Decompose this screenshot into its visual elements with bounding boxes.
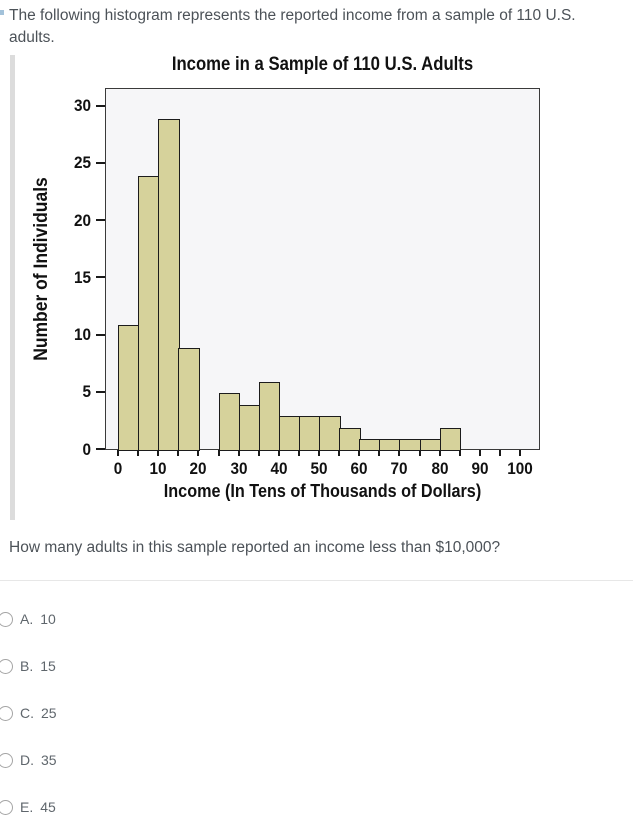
x-axis-tick [177,450,180,457]
histogram-bar [419,439,442,451]
x-axis-tick-label: 30 [230,459,248,478]
x-axis-tick [277,450,280,457]
x-axis-tick [338,450,341,457]
y-axis-tick [96,104,105,107]
option-value: 25 [41,705,57,721]
y-axis-tick [96,276,105,279]
x-axis-tick [197,450,200,457]
x-axis-tick [237,450,240,457]
x-axis-tick [297,450,300,457]
x-axis-tick [438,450,441,457]
histogram-bar [379,439,401,451]
prompt-text: The following histogram represents the r… [9,7,576,46]
x-axis-tick [217,450,220,457]
x-axis-tick [478,450,481,457]
chart-title: Income in a Sample of 110 U.S. Adults [171,54,474,75]
x-axis-tick [519,450,521,457]
histogram-bar [258,381,281,451]
x-axis-tick [418,450,421,457]
x-axis-tick-label: 100 [507,459,533,478]
radio-button[interactable] [0,799,13,815]
radio-button[interactable] [0,705,13,721]
y-axis-tick-label: 25 [73,153,91,173]
x-axis-tick-label: 80 [431,459,449,478]
answer-option-b[interactable]: B. 15 [0,656,56,676]
histogram-bar [218,393,241,451]
x-axis-tick-label: 20 [189,459,207,478]
x-axis-tick-label: 0 [113,459,123,478]
option-letter: B. [20,658,34,674]
x-axis-tick [157,450,160,457]
x-axis-tick-label: 70 [390,459,408,478]
option-letter: C. [20,705,34,721]
section-divider [0,580,633,581]
x-axis-tick [358,450,361,457]
y-axis-tick-label: 10 [73,325,91,344]
x-axis-tick [137,450,140,457]
y-axis-tick [96,390,105,393]
histogram-bar [298,416,321,451]
histogram-bar [238,404,261,451]
y-axis-tick [96,333,105,336]
option-value: 45 [40,799,56,815]
y-axis-tick [96,219,105,221]
histogram-bar [339,427,361,451]
option-value: 15 [40,658,56,674]
option-letter: A. [20,611,34,627]
histogram-bar [439,427,462,451]
x-axis-tick [498,450,501,457]
left-content-bar [10,55,15,520]
y-axis-tick-label: 0 [82,439,91,459]
histogram-bar [319,416,341,451]
y-axis-title: Number of Individuals [31,177,52,361]
answer-option-a[interactable]: A. 10 [0,609,56,629]
x-axis-tick [318,450,320,457]
x-axis-tick-label: 10 [149,459,167,478]
y-axis-tick-label: 30 [73,96,91,115]
x-axis-tick [398,450,401,457]
histogram-bar [399,439,422,451]
histogram-bar [118,324,140,451]
x-axis-tick [378,450,381,457]
x-axis-tick-label: 40 [270,459,288,478]
y-axis-tick [96,448,105,450]
y-axis-tick-label: 20 [73,210,91,230]
x-axis-tick-label: 90 [471,459,489,478]
x-axis-tick [458,450,461,457]
histogram-bar [158,118,180,451]
option-value: 10 [40,611,56,627]
answer-option-d[interactable]: D. 35 [0,750,57,770]
histogram-bar [359,439,381,451]
radio-button[interactable] [0,752,13,768]
question-text: How many adults in this sample reported … [9,539,501,556]
answer-option-e[interactable]: E. 45 [0,797,56,817]
radio-button[interactable] [0,658,13,674]
radio-button[interactable] [0,611,13,627]
x-axis-tick-label: 60 [350,459,368,478]
x-axis-tick [257,450,260,457]
option-value: 35 [41,752,57,768]
left-edge-marker [0,10,4,15]
y-axis-tick-label: 15 [73,267,91,287]
histogram-bar [178,347,200,451]
y-axis-tick [96,161,105,164]
x-axis-title: Income (In Tens of Thousands of Dollars) [163,481,482,501]
answer-option-c[interactable]: C. 25 [0,703,57,723]
histogram-bar [138,175,160,451]
x-axis-tick-label: 50 [310,459,328,478]
x-axis-tick [117,450,119,457]
option-letter: D. [20,752,34,768]
histogram-bar [278,416,301,451]
option-letter: E. [20,799,34,815]
y-axis-tick-label: 5 [82,382,91,402]
